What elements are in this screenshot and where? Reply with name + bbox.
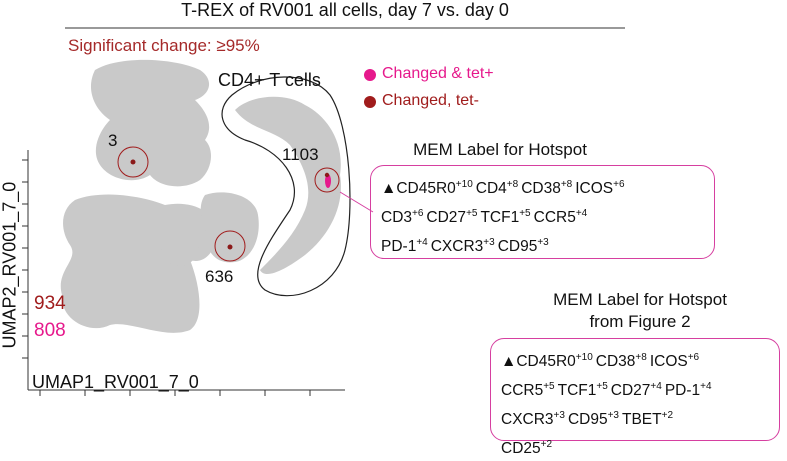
marker-name: CD25 bbox=[501, 440, 541, 457]
marker-score: +3 bbox=[537, 237, 549, 248]
legend-swatch bbox=[364, 96, 376, 108]
marker-name: ICOS bbox=[575, 180, 614, 197]
marker-score: +4 bbox=[416, 237, 428, 248]
figure bbox=[22, 27, 625, 396]
marker-line: ▲CD45R0+10 CD38+8 ICOS+6 bbox=[501, 345, 769, 374]
marker-score: +4 bbox=[575, 208, 588, 219]
enrichment-marker: ▲ bbox=[501, 353, 517, 370]
marker-score: +8 bbox=[506, 179, 519, 190]
marker-line: CD3+6 CD27+5 TCF1+5 CCR5+4 bbox=[381, 201, 704, 230]
marker-score: +4 bbox=[700, 381, 712, 392]
marker-score: +5 bbox=[543, 381, 555, 392]
changed-count: 934 bbox=[34, 293, 66, 314]
marker-score: +3 bbox=[483, 237, 495, 248]
marker-score: +6 bbox=[613, 179, 625, 190]
mem-label-box: ▲CD45R0+10 CD38+8 ICOS+6 CCR5+5 TCF1+5 CD27+4… bbox=[490, 338, 780, 457]
marker-score: +2 bbox=[540, 439, 553, 450]
marker-name: CD45R0 bbox=[396, 180, 456, 197]
marker-name: PD-1 bbox=[664, 382, 701, 399]
marker-name: CXCR3 bbox=[501, 411, 554, 428]
marker-score: +2 bbox=[661, 410, 674, 421]
mem-title: MEM Label for Hotspot from Figure 2 bbox=[520, 289, 760, 333]
marker-name: CD4 bbox=[475, 180, 507, 197]
cell-cluster bbox=[90, 59, 212, 187]
legend-label: Changed & tet+ bbox=[382, 65, 494, 82]
mem-title-line: from Figure 2 bbox=[589, 312, 691, 331]
significance: Significant change: ≥95% bbox=[68, 36, 260, 55]
hotspot-count: 636 bbox=[205, 267, 234, 286]
umap-cells bbox=[60, 59, 341, 333]
cell-cluster bbox=[235, 96, 341, 275]
enrichment-marker: ▲ bbox=[381, 180, 397, 197]
cell-cluster bbox=[60, 194, 216, 333]
marker-score: +3 bbox=[553, 410, 565, 421]
marker-name: CCR5 bbox=[501, 382, 544, 399]
marker-score: +6 bbox=[687, 352, 700, 363]
cell-cluster bbox=[161, 228, 199, 266]
axis-ticks bbox=[22, 159, 311, 396]
marker-line: CD25+2 bbox=[501, 432, 769, 461]
hotspot-count: 1103 bbox=[282, 145, 319, 164]
marker-score: +10 bbox=[575, 352, 593, 363]
x-axis-label: UMAP1_RV001_7_0 bbox=[32, 372, 199, 392]
marker-name: CXCR3 bbox=[430, 238, 484, 255]
marker-line: CXCR3+3 CD95+3 TBET+2 bbox=[501, 403, 769, 432]
title: T-REX of RV001 all cells, day 7 vs. day … bbox=[181, 0, 509, 20]
marker-name: CD27 bbox=[610, 382, 651, 399]
connector bbox=[339, 191, 374, 213]
marker-name: CD27 bbox=[426, 209, 467, 226]
changed-count: 808 bbox=[34, 320, 66, 341]
marker-line: ▲CD45R0+10 CD4+8 CD38+8 ICOS+6 bbox=[381, 172, 704, 201]
marker-score: +5 bbox=[466, 208, 478, 219]
hotspot-circles bbox=[117, 146, 340, 262]
y-axis-label: UMAP2_RV001_7_0 bbox=[0, 181, 20, 349]
marker-score: +5 bbox=[596, 381, 608, 392]
marker-name: ICOS bbox=[649, 353, 688, 370]
marker-name: CD95 bbox=[497, 238, 538, 255]
mem-title: MEM Label for Hotspot bbox=[400, 139, 600, 161]
marker-name: CD3 bbox=[381, 209, 413, 226]
marker-line: PD-1+4 CXCR3+3 CD95+3 bbox=[381, 230, 704, 259]
hotspot-count: 3 bbox=[108, 131, 118, 150]
mem-title-line: MEM Label for Hotspot bbox=[413, 140, 587, 159]
marker-name: TCF1 bbox=[480, 209, 520, 226]
marker-score: +4 bbox=[650, 381, 662, 392]
marker-name: TBET bbox=[622, 411, 662, 428]
gate-label: CD4+ T cells bbox=[218, 70, 321, 90]
mem-title-line: MEM Label for Hotspot bbox=[553, 290, 727, 309]
marker-score: +10 bbox=[455, 179, 473, 190]
marker-score: +8 bbox=[635, 352, 647, 363]
legend-label: Changed, tet- bbox=[382, 92, 479, 109]
marker-name: PD-1 bbox=[381, 238, 417, 255]
cd4-gate bbox=[221, 76, 351, 297]
marker-score: +3 bbox=[607, 410, 619, 421]
marker-name: TCF1 bbox=[557, 382, 597, 399]
mem-label-box: ▲CD45R0+10 CD4+8 CD38+8 ICOS+6 CD3+6 CD27+5 TC… bbox=[370, 165, 715, 259]
marker-name: CD38 bbox=[595, 353, 636, 370]
marker-name: CD45R0 bbox=[516, 353, 576, 370]
marker-score: +5 bbox=[519, 208, 531, 219]
marker-name: CD95 bbox=[567, 411, 608, 428]
legend-swatch bbox=[364, 69, 376, 81]
hotspot-cells bbox=[130, 159, 331, 250]
marker-name: CCR5 bbox=[533, 209, 576, 226]
marker-name: CD38 bbox=[521, 180, 561, 197]
marker-line: CCR5+5 TCF1+5 CD27+4 PD-1+4 bbox=[501, 374, 769, 403]
marker-score: +6 bbox=[412, 208, 424, 219]
marker-score: +8 bbox=[560, 179, 573, 190]
